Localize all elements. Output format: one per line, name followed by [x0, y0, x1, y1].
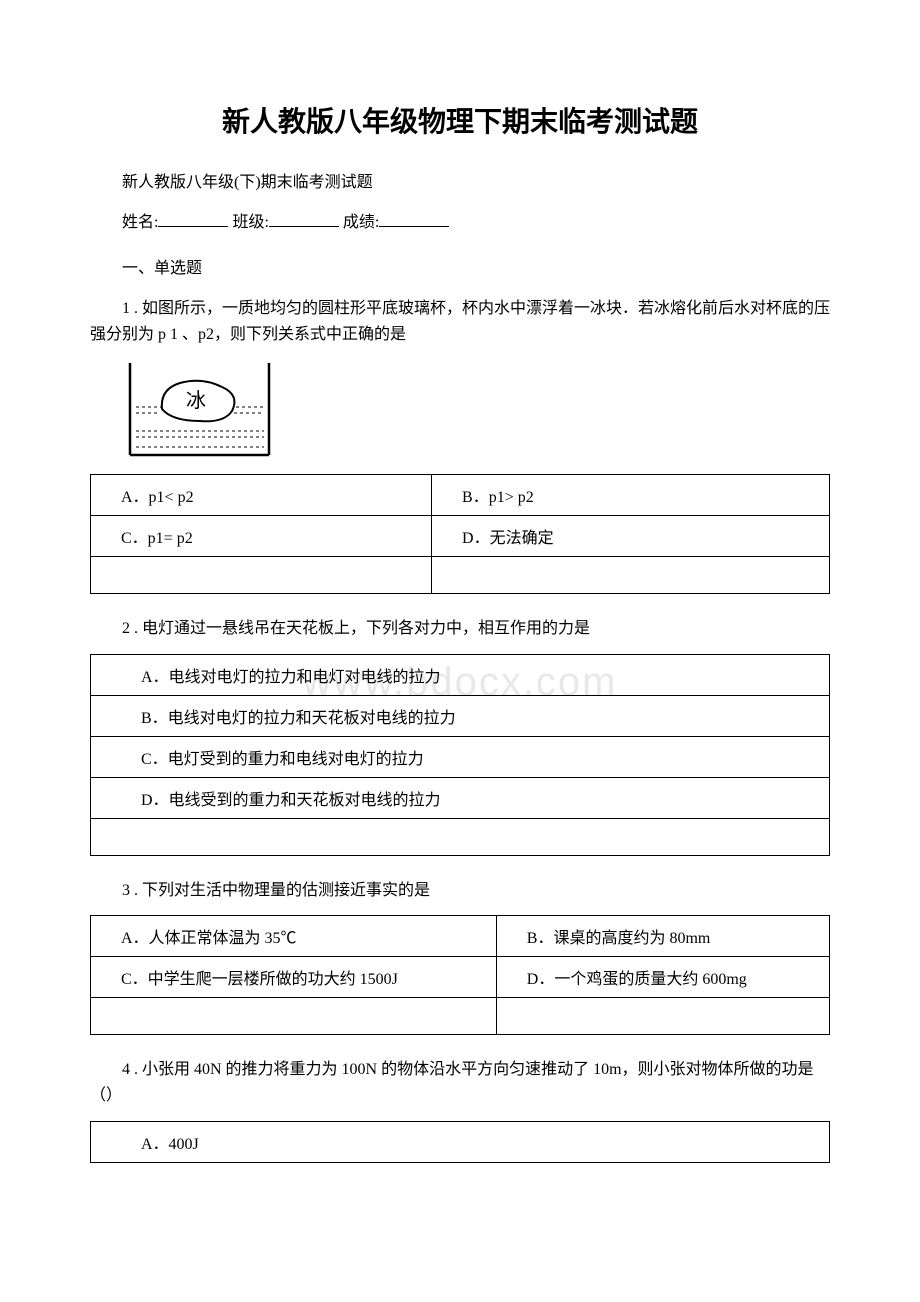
question-2-text: 2 . 电灯通过一悬线吊在天花板上，下列各对力中，相互作用的力是: [90, 616, 830, 642]
question-4-text: 4 . 小张用 40N 的推力将重力为 100N 的物体沿水平方向匀速推动了 1…: [90, 1057, 830, 1108]
q1-empty-cell: [91, 557, 432, 594]
class-label: 班级:: [232, 214, 268, 231]
name-blank: [158, 210, 228, 227]
q2-option-d: D．电线受到的重力和天花板对电线的拉力: [91, 777, 830, 818]
q3-option-a: A．人体正常体温为 35℃: [91, 916, 497, 957]
q3-option-c: C．中学生爬一层楼所做的功大约 1500J: [91, 957, 497, 998]
q3-option-b: B．课桌的高度约为 80mm: [496, 916, 829, 957]
ice-label: 冰: [186, 389, 206, 412]
q1-empty-cell: [432, 557, 830, 594]
q1-option-b: B．p1> p2: [432, 475, 830, 516]
q2-empty-cell: [91, 818, 830, 855]
question-2-options: A．电线对电灯的拉力和电灯对电线的拉力 B．电线对电灯的拉力和天花板对电线的拉力…: [90, 654, 830, 856]
page-title: 新人教版八年级物理下期末临考测试题: [90, 100, 830, 140]
q3-empty-cell: [91, 998, 497, 1035]
q1-option-d: D．无法确定: [432, 516, 830, 557]
subtitle: 新人教版八年级(下)期末临考测试题: [90, 168, 830, 192]
q1-option-a: A．p1< p2: [91, 475, 432, 516]
q4-option-a: A．400J: [91, 1121, 830, 1162]
q3-option-d: D．一个鸡蛋的质量大约 600mg: [496, 957, 829, 998]
q2-option-a: A．电线对电灯的拉力和电灯对电线的拉力: [91, 654, 830, 695]
name-label: 姓名:: [122, 214, 158, 231]
question-3-text: 3 . 下列对生活中物理量的估测接近事实的是: [90, 878, 830, 904]
question-3-options: A．人体正常体温为 35℃ B．课桌的高度约为 80mm C．中学生爬一层楼所做…: [90, 915, 830, 1035]
q1-option-c: C．p1= p2: [91, 516, 432, 557]
class-blank: [269, 210, 339, 227]
q2-option-b: B．电线对电灯的拉力和天花板对电线的拉力: [91, 695, 830, 736]
question-4-options: A．400J: [90, 1121, 830, 1163]
form-line: 姓名: 班级: 成绩:: [90, 208, 830, 232]
question-1-diagram: 冰: [122, 359, 830, 464]
score-label: 成绩:: [343, 214, 379, 231]
question-1-options: A．p1< p2 B．p1> p2 C．p1= p2 D．无法确定: [90, 474, 830, 594]
score-blank: [379, 210, 449, 227]
q3-empty-cell: [496, 998, 829, 1035]
section-header: 一、单选题: [90, 254, 830, 278]
question-1-text: 1 . 如图所示，一质地均匀的圆柱形平底玻璃杯，杯内水中漂浮着一冰块．若冰熔化前…: [90, 296, 830, 347]
q2-option-c: C．电灯受到的重力和电线对电灯的拉力: [91, 736, 830, 777]
